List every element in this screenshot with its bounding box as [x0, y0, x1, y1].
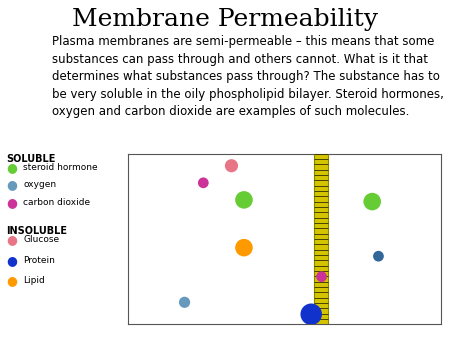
Text: ●: ●	[6, 274, 17, 287]
Text: steroid hormone: steroid hormone	[23, 163, 98, 172]
Point	[375, 254, 382, 259]
Text: oxygen: oxygen	[23, 180, 57, 189]
Text: ●: ●	[6, 178, 17, 191]
Text: Glucose: Glucose	[23, 236, 59, 244]
Point	[181, 299, 188, 305]
Point	[369, 199, 376, 204]
Text: INSOLUBLE: INSOLUBLE	[6, 226, 67, 237]
Text: Membrane Permeability: Membrane Permeability	[72, 8, 378, 31]
Point	[240, 245, 248, 250]
Point	[318, 274, 325, 280]
Point	[308, 312, 315, 317]
Text: ●: ●	[6, 196, 17, 209]
Text: Lipid: Lipid	[23, 276, 45, 285]
Point	[228, 163, 235, 168]
Point	[240, 197, 248, 202]
Point	[200, 180, 207, 186]
Text: Protein: Protein	[23, 256, 55, 265]
Text: ●: ●	[6, 234, 17, 246]
Text: Plasma membranes are semi-permeable – this means that some
substances can pass t: Plasma membranes are semi-permeable – th…	[52, 35, 444, 119]
Text: carbon dioxide: carbon dioxide	[23, 198, 90, 207]
Text: SOLUBLE: SOLUBLE	[6, 154, 55, 164]
Text: ●: ●	[6, 254, 17, 267]
Text: ●: ●	[6, 161, 17, 174]
Bar	[315, 154, 328, 324]
